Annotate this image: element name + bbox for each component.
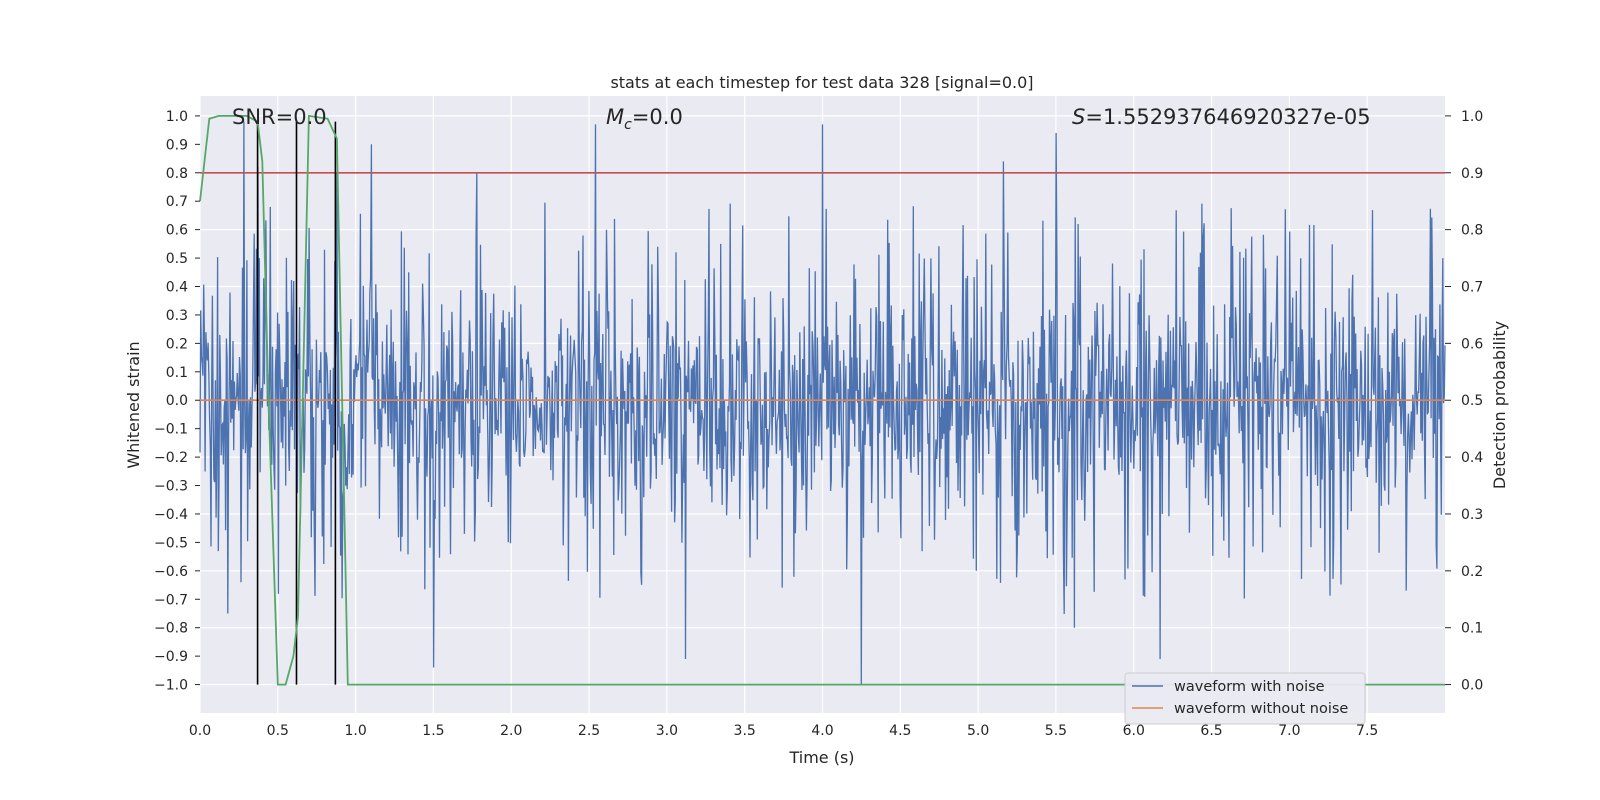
x-tick-label: 1.0 bbox=[344, 723, 366, 739]
left-tick-label: 0.0 bbox=[166, 393, 188, 409]
left-tick-label: −0.9 bbox=[154, 649, 188, 665]
left-tick-label: −0.7 bbox=[154, 592, 188, 608]
x-tick-label: 2.0 bbox=[500, 723, 522, 739]
left-tick-label: −0.8 bbox=[154, 621, 188, 637]
right-tick-label: 0.7 bbox=[1461, 280, 1483, 296]
series-waveform-with-noise bbox=[199, 121, 1446, 685]
x-tick-label: 0.0 bbox=[189, 723, 211, 739]
left-tick-label: 0.3 bbox=[166, 308, 188, 324]
chart-title: stats at each timestep for test data 328… bbox=[610, 73, 1033, 92]
left-tick-label: 0.8 bbox=[166, 166, 188, 182]
s-value: =1.552937646920327e-05 bbox=[1085, 105, 1370, 129]
left-tick-label: 0.1 bbox=[166, 365, 188, 381]
right-tick-label: 0.9 bbox=[1461, 166, 1483, 182]
left-tick-label: 0.5 bbox=[166, 251, 188, 267]
left-tick-label: −0.5 bbox=[154, 535, 188, 551]
x-axis-label: Time (s) bbox=[788, 748, 854, 767]
left-tick-label: 1.0 bbox=[166, 109, 188, 125]
x-tick-label: 5.0 bbox=[967, 723, 989, 739]
left-tick-label: −0.1 bbox=[154, 422, 188, 438]
left-tick-label: 0.9 bbox=[166, 137, 188, 153]
chirp-mass-value: =0.0 bbox=[632, 105, 683, 129]
x-tick-label: 1.5 bbox=[422, 723, 444, 739]
x-tick-label: 4.0 bbox=[811, 723, 833, 739]
legend-label-noise: waveform with noise bbox=[1174, 679, 1325, 695]
x-tick-label: 0.5 bbox=[267, 723, 289, 739]
x-tick-label: 4.5 bbox=[889, 723, 911, 739]
x-tick-label: 7.5 bbox=[1356, 723, 1378, 739]
x-tick-label: 6.0 bbox=[1123, 723, 1145, 739]
left-tick-label: −0.2 bbox=[154, 450, 188, 466]
x-tick-label: 3.5 bbox=[734, 723, 756, 739]
right-axis-label: Detection probability bbox=[1490, 321, 1509, 489]
left-tick-label: 0.2 bbox=[166, 336, 188, 352]
left-tick-label: 0.7 bbox=[166, 194, 188, 210]
x-tick-label: 5.5 bbox=[1045, 723, 1067, 739]
right-tick-label: 0.8 bbox=[1461, 223, 1483, 239]
series-lines bbox=[199, 114, 1445, 686]
right-tick-label: 0.5 bbox=[1461, 393, 1483, 409]
left-axis-label: Whitened strain bbox=[124, 341, 143, 468]
legend: waveform with noise waveform without noi… bbox=[1124, 672, 1366, 725]
snr-annotation: SNR=0.0 bbox=[232, 105, 327, 129]
x-tick-label: 2.5 bbox=[578, 723, 600, 739]
left-tick-label: −0.4 bbox=[154, 507, 188, 523]
right-tick-label: 0.2 bbox=[1461, 564, 1483, 580]
left-tick-label: −1.0 bbox=[154, 678, 188, 694]
tick-labels: 0.0 0.5 1.0 1.5 2.0 2.5 3.0 3.5 4.0 4.5 5.0 5.5 6.0 6… bbox=[154, 109, 1483, 739]
x-tick-label: 7.0 bbox=[1278, 723, 1300, 739]
chirp-mass-symbol: M bbox=[606, 105, 624, 129]
noise-waveform bbox=[199, 121, 1446, 685]
left-tick-label: 0.6 bbox=[166, 223, 188, 239]
legend-box bbox=[1124, 672, 1366, 725]
left-tick-label: 0.4 bbox=[166, 280, 188, 296]
right-tick-label: 0.3 bbox=[1461, 507, 1483, 523]
chirp-mass-subscript: c bbox=[624, 117, 632, 133]
right-tick-label: 0.4 bbox=[1461, 450, 1483, 466]
right-tick-label: 1.0 bbox=[1461, 109, 1483, 125]
legend-label-clean: waveform without noise bbox=[1174, 701, 1348, 717]
series-detection-probability bbox=[199, 114, 1445, 686]
right-tick-label: 0.6 bbox=[1461, 336, 1483, 352]
left-tick-label: −0.3 bbox=[154, 479, 188, 495]
right-tick-label: 0.1 bbox=[1461, 621, 1483, 637]
x-tick-label: 6.5 bbox=[1200, 723, 1222, 739]
s-annotation: S=1.552937646920327e-05 bbox=[1072, 105, 1371, 129]
x-tick-label: 3.0 bbox=[656, 723, 678, 739]
left-tick-label: −0.6 bbox=[154, 564, 188, 580]
s-symbol: S bbox=[1072, 105, 1085, 129]
chirp-mass-annotation: Mc=0.0 bbox=[606, 105, 683, 133]
right-tick-label: 0.0 bbox=[1461, 678, 1483, 694]
